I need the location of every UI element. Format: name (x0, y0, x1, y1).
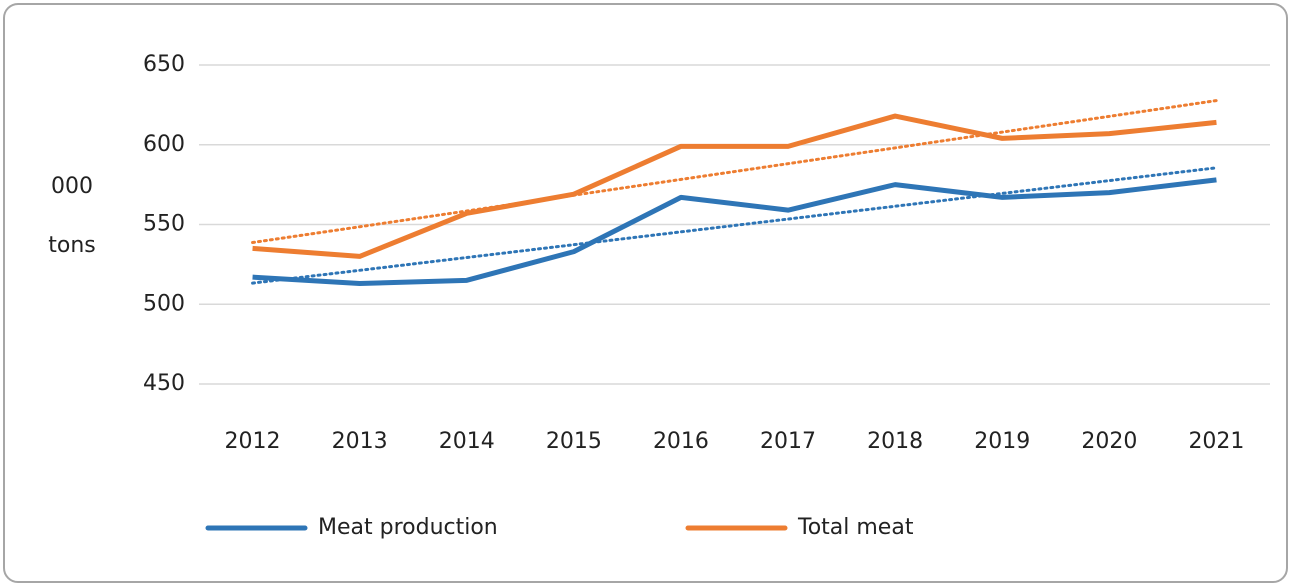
x-tick-label: 2020 (1081, 429, 1137, 454)
series-line (252, 177, 1217, 287)
y-axis-label: tons (48, 233, 96, 258)
x-tick-label: 2017 (760, 429, 816, 454)
y-tick-label: 450 (143, 371, 185, 396)
x-tick-label: 2016 (653, 429, 709, 454)
trend-line (251, 166, 1218, 285)
legend-label: Meat production (318, 515, 498, 540)
x-tick-label: 2019 (974, 429, 1030, 454)
y-tick-label: 600 (143, 132, 185, 157)
x-tick-label: 2021 (1188, 429, 1244, 454)
x-tick-label: 2018 (867, 429, 923, 454)
trend-line (251, 99, 1218, 245)
y-axis-label: 000 (51, 174, 93, 199)
series-line (252, 113, 1217, 259)
y-tick-label: 550 (143, 212, 185, 237)
x-tick-label: 2012 (225, 429, 281, 454)
chart-frame (3, 3, 1288, 583)
x-tick-label: 2013 (332, 429, 388, 454)
x-tick-label: 2015 (546, 429, 602, 454)
legend-label: Total meat (797, 515, 914, 540)
y-tick-label: 650 (143, 52, 185, 77)
x-tick-label: 2014 (439, 429, 495, 454)
y-tick-label: 500 (143, 291, 185, 316)
